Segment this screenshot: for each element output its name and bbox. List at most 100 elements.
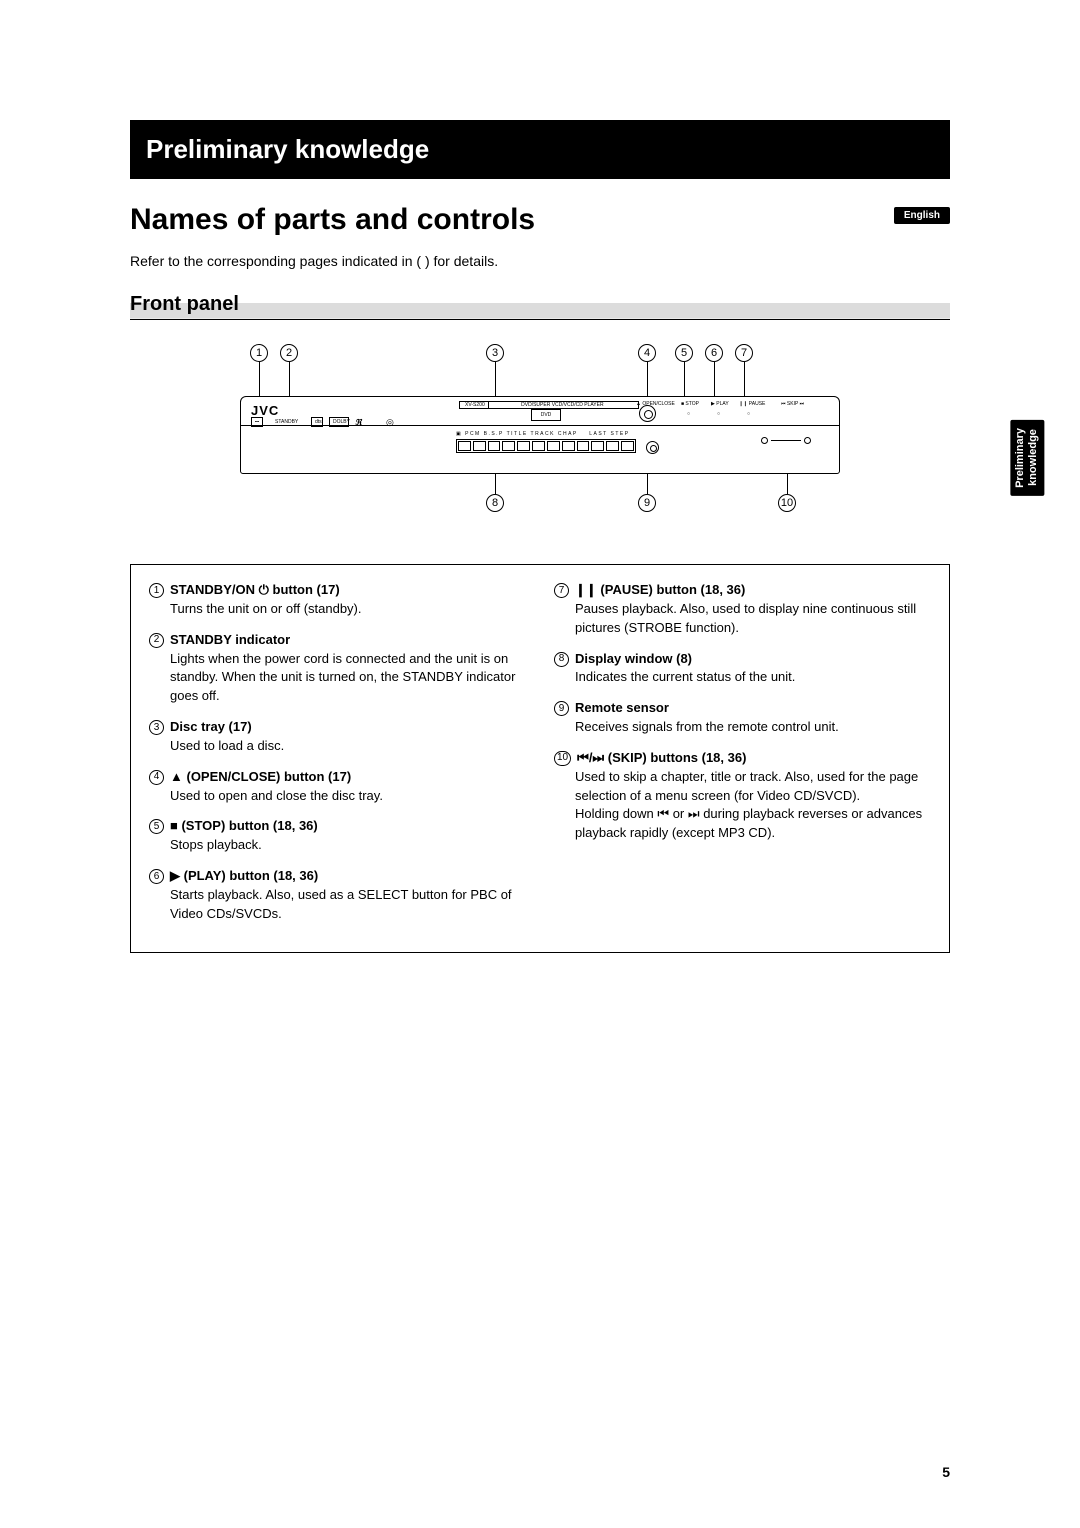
skip-next-icon: ⏭ xyxy=(688,806,700,821)
item-9: 9 Remote sensor Receives signals from th… xyxy=(554,699,931,737)
item-title: (PLAY) button (18, 36) xyxy=(180,868,318,883)
front-panel-heading: Front panel xyxy=(130,293,950,320)
play-icon: ▶ xyxy=(170,868,180,883)
pause-icon: ❙❙ xyxy=(575,582,597,597)
display-labels: ▣ PCM B.S.P TITLE TRACK CHAP LAST STEP xyxy=(456,431,630,437)
item-body: Turns the unit on or off (standby). xyxy=(170,600,526,619)
dvd-logo: DVD xyxy=(531,409,561,421)
item-title: Remote sensor xyxy=(575,699,669,718)
item-1: 1 STANDBY/ON ⏻ button (17) Turns the uni… xyxy=(149,581,526,619)
btn-dot: ○ xyxy=(687,411,690,417)
item-number: 5 xyxy=(149,819,164,834)
pause-label: ❙❙ PAUSE xyxy=(739,401,765,407)
title-row: Names of parts and controls English xyxy=(130,203,950,247)
item-body: Used to open and close the disc tray. xyxy=(170,787,526,806)
page-number: 5 xyxy=(942,1464,950,1480)
item-2: 2 STANDBY indicator Lights when the powe… xyxy=(149,631,526,706)
model-label: XV-S200 DVD/SUPER VCD/VCD/CD PLAYER xyxy=(459,401,639,409)
lead-line xyxy=(495,362,496,399)
stop-label: ■ STOP xyxy=(681,401,699,407)
item-3: 3 Disc tray (17) Used to load a disc. xyxy=(149,718,526,756)
item-4: 4 ▲ (OPEN/CLOSE) button (17) Used to ope… xyxy=(149,768,526,806)
badge-icon: ◎ xyxy=(386,417,394,428)
brand-label: JVC xyxy=(251,403,279,418)
item-number: 9 xyxy=(554,701,569,716)
item-title: (OPEN/CLOSE) button (17) xyxy=(183,769,351,784)
right-column: 7 ❙❙ (PAUSE) button (18, 36) Pauses play… xyxy=(554,581,931,936)
callout-3: 3 xyxy=(486,344,504,362)
item-body: Starts playback. Also, used as a SELECT … xyxy=(170,886,526,924)
item-number: 2 xyxy=(149,633,164,648)
item-number: 7 xyxy=(554,583,569,598)
device-body: JVC ⎓ STANDBY dts DOLBY ℜ ◎ XV-S200 DVD/… xyxy=(240,396,840,474)
play-label: ▶ PLAY xyxy=(711,401,729,407)
item-body: Used to load a disc. xyxy=(170,737,526,756)
item-title: STANDBY/ON xyxy=(170,582,259,597)
skip-next-icon xyxy=(804,437,811,444)
item-title: (SKIP) buttons (18, 36) xyxy=(604,750,746,765)
badge-icon: ⎓ xyxy=(251,417,263,427)
stop-icon: ■ xyxy=(170,818,178,833)
item-title: STANDBY indicator xyxy=(170,631,290,650)
front-panel-diagram: 1 2 3 4 5 6 7 8 9 10 JVC ⎓ STANDBY xyxy=(220,344,860,554)
badge-icon: DOLBY xyxy=(329,417,349,427)
btn-dot: ○ xyxy=(717,411,720,417)
badge-icon: dts xyxy=(311,417,323,427)
language-badge: English xyxy=(894,207,950,224)
item-body: Indicates the current status of the unit… xyxy=(575,668,931,687)
item-number: 3 xyxy=(149,720,164,735)
item-7: 7 ❙❙ (PAUSE) button (18, 36) Pauses play… xyxy=(554,581,931,638)
section-title: Names of parts and controls xyxy=(130,203,535,237)
item-title: Disc tray (17) xyxy=(170,718,252,737)
callout-1: 1 xyxy=(250,344,268,362)
item-number: 8 xyxy=(554,652,569,667)
item-body: Used to skip a chapter, title or track. … xyxy=(575,768,931,843)
remote-sensor-icon xyxy=(646,441,659,454)
skip-prev-icon xyxy=(761,437,768,444)
item-6: 6 ▶ (PLAY) button (18, 36) Starts playba… xyxy=(149,867,526,924)
chapter-banner: Preliminary knowledge xyxy=(130,120,950,179)
item-title: Display window (8) xyxy=(575,650,692,669)
item-10: 10 ⏮/⏭ (SKIP) buttons (18, 36) Used to s… xyxy=(554,749,931,843)
btn-dot: ○ xyxy=(747,411,750,417)
open-close-button-icon xyxy=(639,405,656,422)
item-number: 10 xyxy=(554,751,571,766)
callout-5: 5 xyxy=(675,344,693,362)
badge-icon: ℜ xyxy=(355,418,362,427)
callout-8: 8 xyxy=(486,494,504,512)
item-title: (PAUSE) button (18, 36) xyxy=(597,582,746,597)
descriptions-box: 1 STANDBY/ON ⏻ button (17) Turns the uni… xyxy=(130,564,950,953)
side-tab: Preliminary knowledge xyxy=(1010,420,1044,496)
item-number: 4 xyxy=(149,770,164,785)
standby-label: STANDBY xyxy=(275,419,298,425)
item-body: Lights when the power cord is connected … xyxy=(170,650,526,707)
callout-2: 2 xyxy=(280,344,298,362)
manual-page: Preliminary knowledge Names of parts and… xyxy=(0,0,1080,1528)
display-window xyxy=(456,439,636,453)
skip-prev-icon: ⏮ xyxy=(657,806,669,821)
item-number: 1 xyxy=(149,583,164,598)
item-8: 8 Display window (8) Indicates the curre… xyxy=(554,650,931,688)
left-column: 1 STANDBY/ON ⏻ button (17) Turns the uni… xyxy=(149,581,526,936)
side-tab-line2: knowledge xyxy=(1027,430,1039,487)
skip-label: ⏮ SKIP ⏭ xyxy=(781,401,804,407)
item-body: Stops playback. xyxy=(170,836,526,855)
item-title: (STOP) button (18, 36) xyxy=(178,818,318,833)
item-title: button (17) xyxy=(269,582,340,597)
intro-text: Refer to the corresponding pages indicat… xyxy=(130,253,950,269)
power-icon: ⏻ xyxy=(259,582,269,597)
eject-icon: ▲ xyxy=(170,769,183,784)
callout-7: 7 xyxy=(735,344,753,362)
item-body: Pauses playback. Also, used to display n… xyxy=(575,600,931,638)
callout-9: 9 xyxy=(638,494,656,512)
callout-4: 4 xyxy=(638,344,656,362)
item-5: 5 ■ (STOP) button (18, 36) Stops playbac… xyxy=(149,817,526,855)
item-body: Receives signals from the remote control… xyxy=(575,718,931,737)
skip-icon: ⏮/⏭ xyxy=(577,750,604,765)
callout-6: 6 xyxy=(705,344,723,362)
model-desc: DVD/SUPER VCD/VCD/CD PLAYER xyxy=(489,402,636,408)
item-number: 6 xyxy=(149,869,164,884)
side-tab-line1: Preliminary xyxy=(1014,428,1026,488)
lead-line xyxy=(771,440,801,441)
model-code: XV-S200 xyxy=(462,402,489,408)
